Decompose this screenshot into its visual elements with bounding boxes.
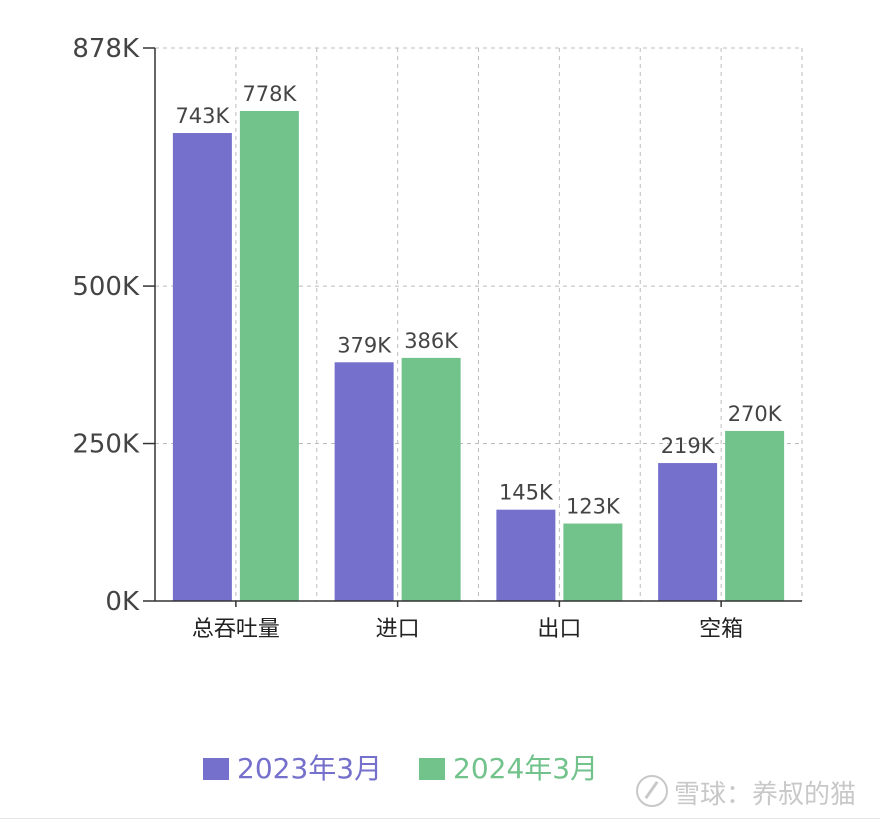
bar-value-label: 270K [728, 402, 783, 426]
legend: 2023年3月 2024年3月 [203, 752, 598, 785]
y-tick-label: 250K [72, 430, 140, 460]
bar [401, 357, 461, 601]
bar [725, 430, 785, 601]
x-tick-label: 出口 [537, 617, 581, 642]
bar-value-label: 219K [661, 434, 716, 458]
bar-value-label: 778K [242, 82, 297, 106]
bar-value-label: 145K [499, 481, 554, 505]
y-tick-label: 500K [72, 272, 140, 302]
y-tick-label: 878K [72, 34, 140, 64]
legend-swatch [203, 758, 229, 780]
watermark: 雪球：养叔的猫 [635, 774, 856, 811]
bar [496, 509, 556, 601]
y-tick-label: 0K [105, 587, 140, 617]
legend-label: 2023年3月 [237, 752, 382, 785]
x-tick-label: 空箱 [699, 617, 743, 642]
legend-swatch [419, 758, 445, 780]
bar [563, 523, 623, 601]
bottom-divider [0, 818, 880, 819]
labels: 0K 250K 500K 878K 743K 379K 145K 219K 778K 386K 12… [72, 34, 782, 642]
bar-value-label: 386K [404, 329, 459, 353]
x-tick-label: 总吞吐量 [192, 617, 280, 642]
x-tick-label: 进口 [376, 617, 420, 642]
bar-value-label: 743K [175, 104, 230, 128]
xueqiu-logo-icon [635, 775, 668, 807]
bar [334, 362, 394, 601]
bar-value-label: 379K [337, 333, 392, 357]
bar [239, 110, 299, 601]
axes [143, 47, 802, 607]
watermark-text: 雪球：养叔的猫 [673, 780, 856, 810]
bar [172, 133, 232, 601]
bar [658, 463, 718, 601]
bars [172, 110, 785, 601]
bar-value-label: 123K [566, 495, 621, 519]
legend-label: 2024年3月 [453, 752, 598, 785]
